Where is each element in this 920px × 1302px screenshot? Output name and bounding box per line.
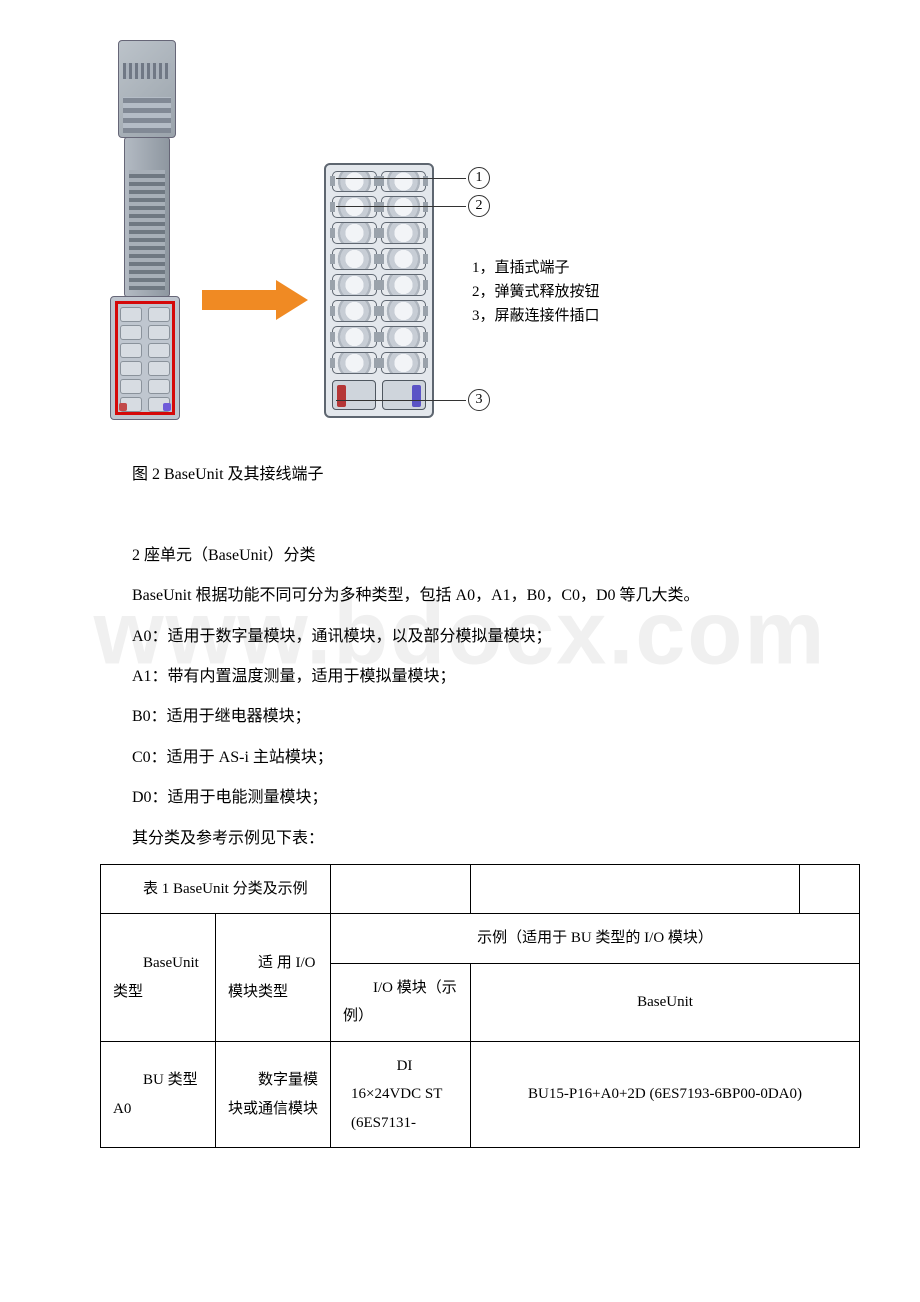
cell-io-example: DI 16×24VDC ST (6ES7131- bbox=[331, 1041, 471, 1148]
table-lead: 其分类及参考示例见下表： bbox=[100, 824, 860, 854]
page-content: 1 2 3 1，直插式端子 2，弹簧式释放按钮 3，屏蔽连接件插口 图 2 Ba… bbox=[100, 40, 860, 1148]
zoom-arrow bbox=[202, 282, 312, 318]
item-a1: A1：带有内置温度测量，适用于模拟量模块； bbox=[100, 662, 860, 692]
callout-bubble-2: 2 bbox=[468, 195, 490, 217]
table-row: BaseUnit 类型 适 用 I/O 模块类型 示例（适用于 BU 类型的 I… bbox=[101, 914, 860, 964]
section-intro: BaseUnit 根据功能不同可分为多种类型，包括 A0，A1，B0，C0，D0… bbox=[100, 581, 860, 611]
figure-2-diagram: 1 2 3 1，直插式端子 2，弹簧式释放按钮 3，屏蔽连接件插口 bbox=[100, 40, 860, 430]
empty-cell bbox=[331, 864, 471, 914]
baseunit-3d-illustration bbox=[100, 40, 190, 430]
empty-cell bbox=[471, 864, 800, 914]
terminal-block-detail bbox=[324, 163, 434, 418]
item-d0: D0：适用于电能测量模块； bbox=[100, 783, 860, 813]
header-baseunit-type: BaseUnit 类型 bbox=[101, 914, 216, 1042]
table-caption-cell: 表 1 BaseUnit 分类及示例 bbox=[101, 864, 331, 914]
item-b0: B0：适用于继电器模块； bbox=[100, 702, 860, 732]
callout-bubble-3: 3 bbox=[468, 389, 490, 411]
header-io-type: 适 用 I/O 模块类型 bbox=[216, 914, 331, 1042]
callout-panel: 1 2 3 1，直插式端子 2，弹簧式释放按钮 3，屏蔽连接件插口 bbox=[446, 160, 656, 420]
item-a0: A0：适用于数字量模块，通讯模块，以及部分模拟量模块； bbox=[100, 622, 860, 652]
section-title: 2 座单元（BaseUnit）分类 bbox=[100, 541, 860, 571]
table-row: BU 类型 A0 数字量模块或通信模块 DI 16×24VDC ST (6ES7… bbox=[101, 1041, 860, 1148]
callout-legend: 1，直插式端子 2，弹簧式释放按钮 3，屏蔽连接件插口 bbox=[472, 256, 600, 328]
callout-bubble-1: 1 bbox=[468, 167, 490, 189]
header-baseunit-col: BaseUnit bbox=[471, 963, 860, 1041]
header-example-group: 示例（适用于 BU 类型的 I/O 模块） bbox=[331, 914, 860, 964]
header-io-example: I/O 模块（示例） bbox=[331, 963, 471, 1041]
table-row: 表 1 BaseUnit 分类及示例 bbox=[101, 864, 860, 914]
item-c0: C0：适用于 AS-i 主站模块； bbox=[100, 743, 860, 773]
cell-baseunit: BU15-P16+A0+2D (6ES7193-6BP00-0DA0) bbox=[471, 1041, 860, 1148]
figure-caption: 图 2 BaseUnit 及其接线端子 bbox=[100, 460, 860, 490]
cell-io-type: 数字量模块或通信模块 bbox=[216, 1041, 331, 1148]
baseunit-table: 表 1 BaseUnit 分类及示例 BaseUnit 类型 适 用 I/O 模… bbox=[100, 864, 860, 1149]
empty-cell bbox=[800, 864, 860, 914]
cell-bu-type: BU 类型 A0 bbox=[101, 1041, 216, 1148]
